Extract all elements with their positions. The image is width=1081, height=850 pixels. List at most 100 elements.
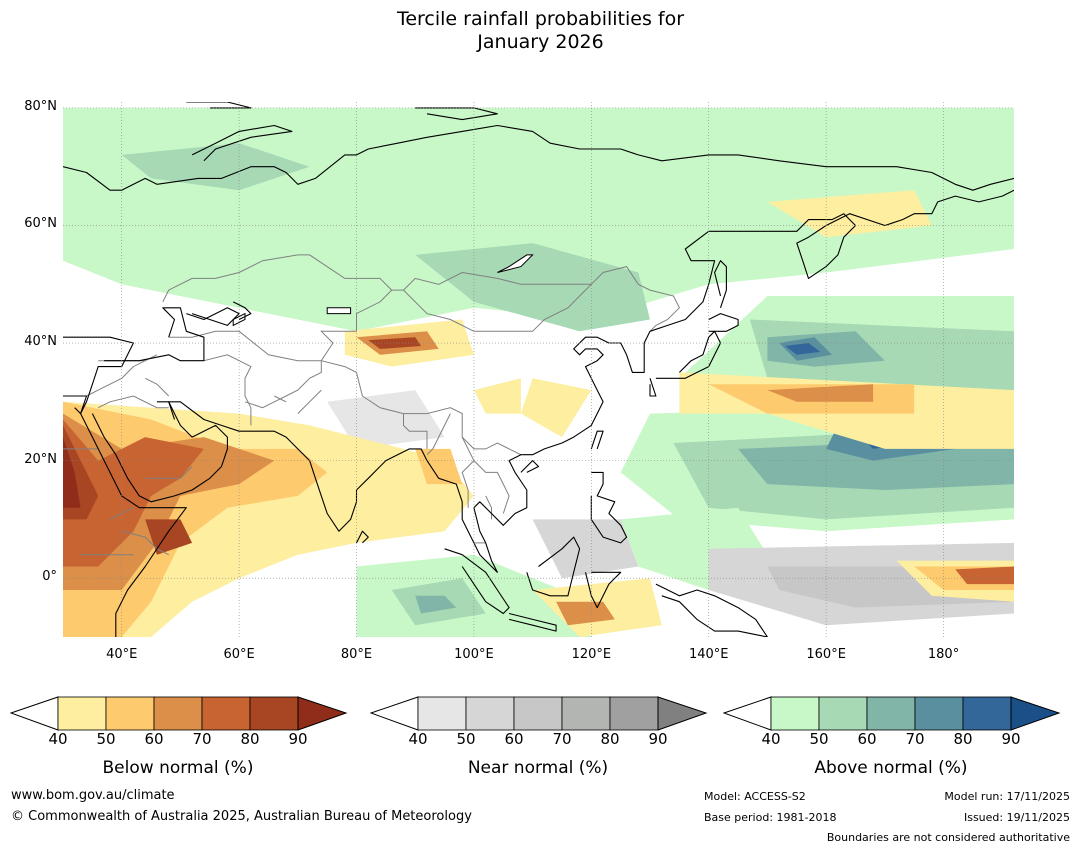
lon-tick-label: 40°E — [106, 647, 138, 662]
above-swatch-3 — [914, 696, 964, 731]
above-normal-colorbar: 40 50 60 70 80 90 Above normal (%) — [723, 696, 1063, 786]
above-tick-label: 80 — [953, 730, 973, 748]
probability-map — [63, 102, 1014, 637]
above-tick-label: 70 — [905, 730, 925, 748]
above-swatch-1 — [818, 696, 868, 731]
country-border-3 — [144, 377, 170, 397]
coastlines — [63, 102, 1014, 637]
graticule — [63, 102, 1014, 637]
below-tick-label: 60 — [144, 730, 164, 748]
near-tick-label: 40 — [408, 730, 428, 748]
coastline-17 — [508, 612, 557, 632]
coastline-14 — [356, 530, 369, 544]
lon-tick-label: 80°E — [340, 647, 373, 662]
lon-tick-label: 140°E — [688, 647, 729, 662]
coastline-10 — [708, 313, 739, 332]
probability-regions — [63, 107, 1014, 637]
footer-model-run: Model run: 17/11/2025 — [944, 790, 1070, 803]
coastline-21 — [104, 307, 205, 362]
country-border-4 — [145, 466, 193, 479]
lat-tick-label: 0° — [42, 569, 57, 585]
coastline-7 — [415, 107, 498, 121]
below-tick-label: 80 — [240, 730, 260, 748]
coastline-24 — [232, 301, 252, 320]
footer-url[interactable]: www.bom.gov.au/climate — [11, 788, 175, 803]
country-borders — [63, 254, 681, 556]
footer-model: Model: ACCESS-S2 — [704, 790, 806, 803]
map-canvas — [63, 102, 1014, 637]
country-border-9 — [168, 330, 322, 362]
lake-1 — [326, 307, 352, 315]
above-normal-region-7 — [785, 343, 821, 355]
footer-boundaries-note: Boundaries are not considered authoritat… — [826, 831, 1070, 844]
near-tick-label: 90 — [648, 730, 668, 748]
country-border-19 — [473, 460, 510, 514]
lake-2 — [497, 254, 534, 273]
country-border-15 — [321, 360, 522, 456]
footer-base-period: Base period: 1981-2018 — [704, 811, 837, 824]
coastline-5 — [186, 102, 252, 109]
below-swatch-1 — [105, 696, 155, 731]
near-extend-low — [370, 696, 419, 731]
above-normal-region-2 — [121, 143, 310, 191]
below-normal-region-39 — [520, 378, 592, 438]
below-normal-region-40 — [415, 448, 463, 485]
country-border-22 — [297, 389, 322, 414]
near-swatch-3 — [561, 696, 611, 731]
lat-tick-label: 40°N — [24, 334, 57, 350]
above-extend-low — [723, 696, 772, 731]
near-tick-label: 80 — [600, 730, 620, 748]
country-border-14 — [590, 266, 681, 332]
coastline-11 — [714, 260, 727, 308]
near-normal-colorbar-swatches — [370, 696, 708, 731]
lon-tick-label: 160°E — [806, 647, 846, 662]
country-border-2 — [97, 395, 169, 409]
lat-tick-label: 20°N — [24, 451, 57, 467]
lat-tick-label: 80°N — [24, 98, 57, 114]
coastline-13 — [520, 460, 540, 473]
country-border-12 — [162, 254, 393, 361]
coastline-9 — [655, 330, 722, 379]
below-tick-label: 70 — [192, 730, 212, 748]
footer-copyright: © Commonwealth of Australia 2025, Austra… — [11, 809, 472, 824]
footer-issued: Issued: 19/11/2025 — [963, 811, 1070, 824]
lakes — [232, 254, 534, 327]
below-normal-region-42 — [473, 378, 521, 414]
near-extend-high — [657, 696, 708, 731]
below-normal-title: Below normal (%) — [102, 758, 254, 778]
coastline-2 — [91, 213, 857, 573]
chart-title: Tercile rainfall probabilities for Janua… — [0, 8, 1081, 54]
coastline-23 — [156, 401, 176, 420]
coastline-3 — [825, 189, 1014, 227]
above-normal-region-15 — [415, 595, 457, 614]
near-normal-region-20 — [327, 390, 445, 449]
coastline-1 — [63, 395, 88, 415]
country-border-18 — [461, 436, 475, 508]
below-swatch-3 — [201, 696, 251, 731]
below-normal-region-24 — [63, 419, 204, 567]
below-normal-region-38 — [955, 566, 1014, 585]
coastline-19 — [584, 571, 622, 609]
above-swatch-2 — [866, 696, 916, 731]
near-swatch-2 — [513, 696, 563, 731]
near-tick-label: 50 — [456, 730, 476, 748]
above-swatch-4 — [962, 696, 1012, 731]
near-normal-colorbar: 40 50 60 70 80 90 Near normal (%) — [370, 696, 710, 786]
above-tick-label: 50 — [809, 730, 829, 748]
below-extend-low — [10, 696, 59, 731]
country-border-10 — [203, 354, 252, 426]
above-normal-colorbar-swatches — [723, 696, 1061, 731]
near-tick-label: 60 — [504, 730, 524, 748]
country-border-23 — [274, 395, 287, 403]
above-tick-label: 60 — [857, 730, 877, 748]
above-swatch-0 — [770, 696, 820, 731]
chart-title-line1: Tercile rainfall probabilities for — [396, 8, 685, 30]
country-border-20 — [485, 495, 492, 520]
near-swatch-4 — [609, 696, 659, 731]
country-border-16 — [403, 413, 428, 449]
near-normal-region-19 — [532, 519, 639, 579]
below-normal-colorbar: 40 50 60 70 80 90 Below normal (%) — [10, 696, 350, 786]
country-border-11 — [244, 360, 322, 409]
near-swatch-1 — [465, 696, 515, 731]
near-normal-title: Near normal (%) — [467, 758, 609, 778]
